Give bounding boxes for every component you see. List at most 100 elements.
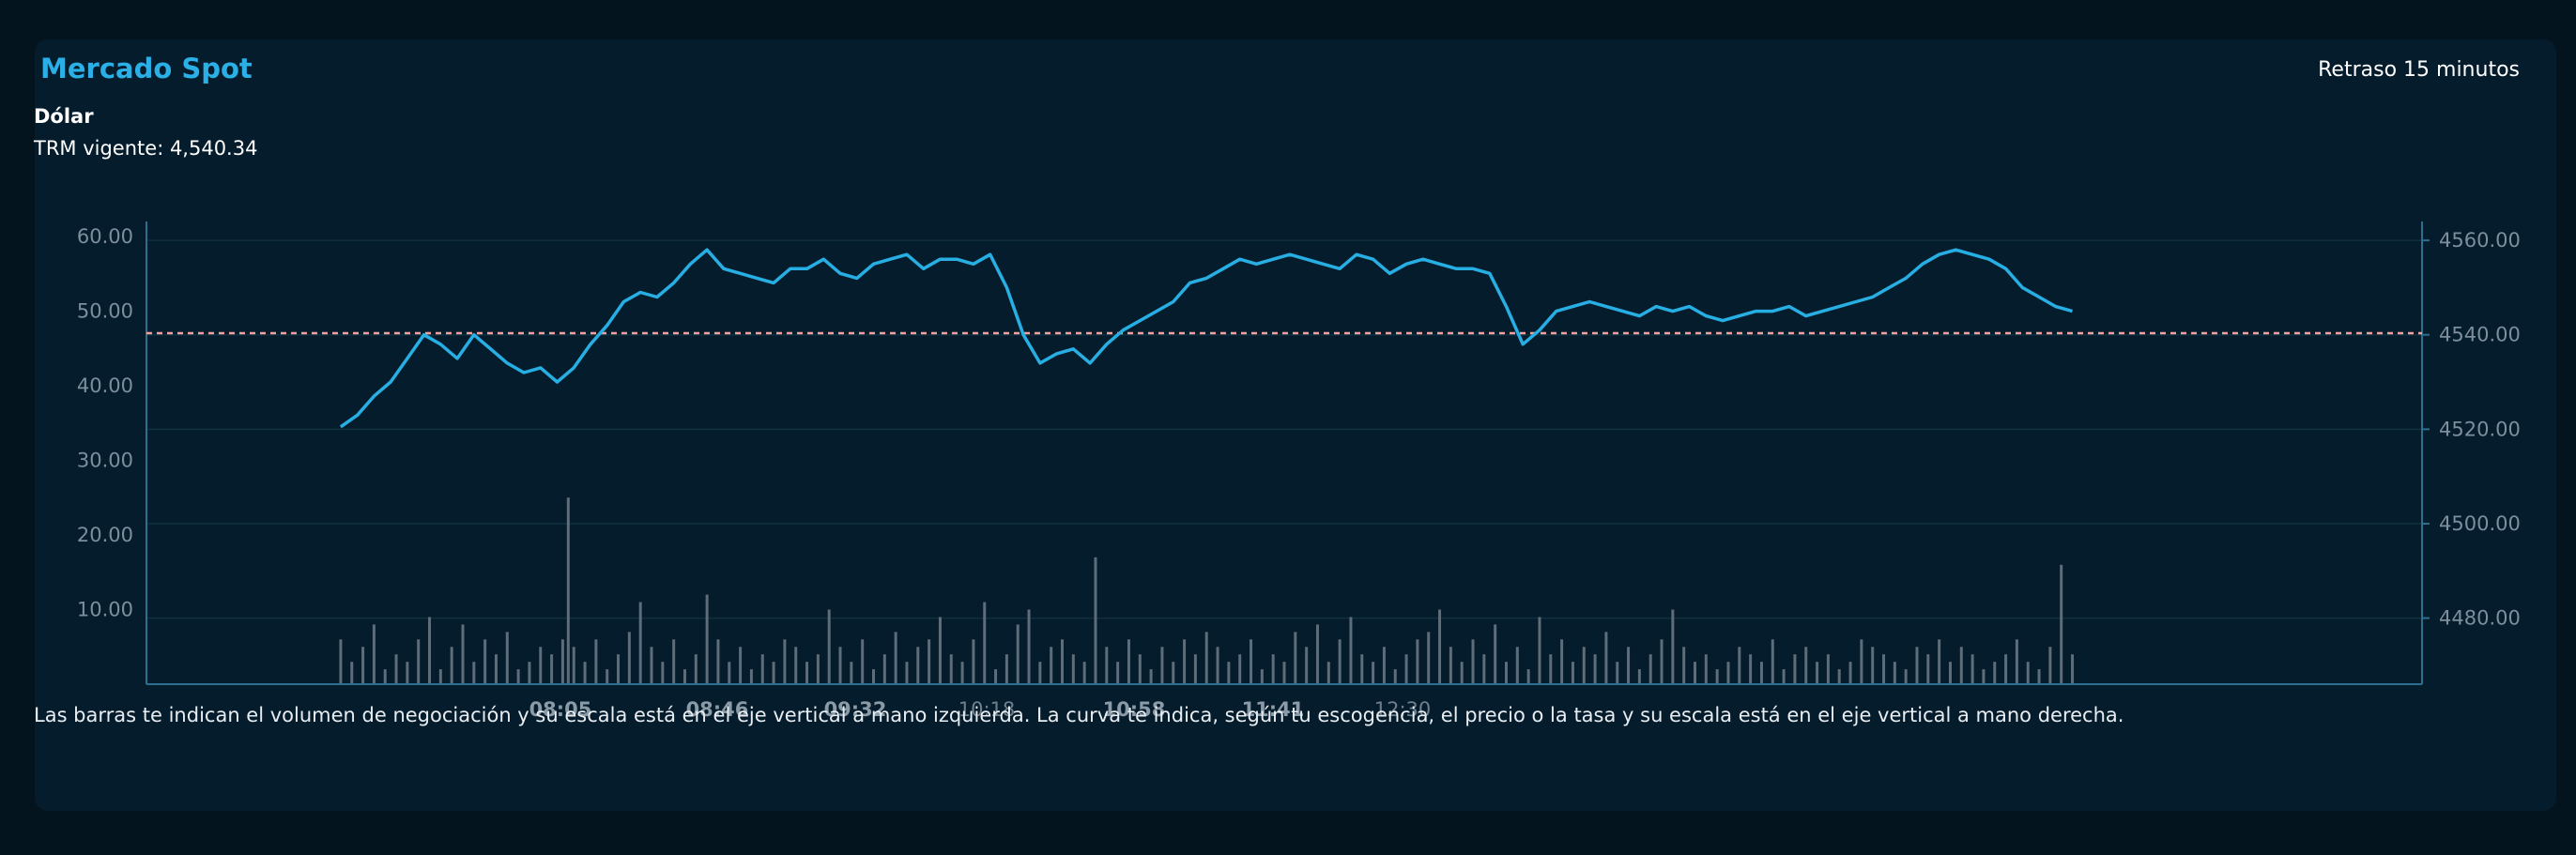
asset-label: Dólar [34,105,94,128]
volume-bar-127 [1738,647,1741,684]
volume-bar-47 [850,662,853,684]
volume-bar-98 [1416,639,1419,684]
volume-bar-141 [1893,662,1896,684]
volume-bar-62 [1016,624,1020,684]
volume-bar-83 [1250,639,1253,684]
volume-bar-78 [1193,654,1197,684]
volume-bar-71 [1116,662,1120,684]
volume-bar-88 [1305,647,1309,684]
volume-bar-18 [539,647,543,684]
volume-bar-15 [505,632,509,684]
volume-bar-102 [1460,662,1464,684]
volume-bar-12 [472,662,476,684]
volume-bar-94 [1372,662,1375,684]
volume-bar-136 [1837,669,1841,684]
volume-bar-72 [1127,639,1130,684]
volume-bar-74 [1149,669,1153,684]
volume-bar-67 [1071,654,1075,684]
volume-bar-97 [1404,654,1408,684]
volume-bar-109 [1538,617,1541,684]
volume-bar-108 [1526,669,1530,684]
x-tick-label-6: 12:30 [1374,698,1432,721]
volume-bar-30 [661,662,665,684]
volume-bar-105 [1494,624,1497,684]
volume-bar-124 [1704,654,1708,684]
volume-bar-139 [1871,647,1875,684]
volume-bar-156 [2060,564,2063,684]
volume-bar-46 [838,647,842,684]
volume-bar-14 [494,654,498,684]
volume-bar-91 [1338,639,1342,684]
volume-bar-142 [1904,669,1908,684]
volume-bar-59 [983,602,987,684]
volume-bar-66 [1061,639,1065,684]
volume-bar-155 [2048,647,2052,684]
volume-bar-143 [1915,647,1919,684]
chart-explanation: Las barras te indican el volumen de nego… [34,704,2124,726]
volume-bar-11 [461,624,465,684]
volume-bar-64 [1038,662,1042,684]
volume-bar-25 [606,669,609,684]
volume-bar-21 [566,497,570,684]
volume-bar-104 [1482,654,1486,684]
volume-bar-3 [372,624,376,684]
volume-bar-10 [450,647,453,684]
volume-bar-6 [406,662,409,684]
volume-bar-84 [1260,669,1264,684]
volume-bar-17 [528,662,531,684]
x-tick-label-3: 10:18 [958,698,1016,721]
left-tick-label-4: 50.00 [77,299,133,322]
volume-bar-99 [1427,632,1431,684]
volume-bar-37 [739,647,743,684]
volume-bar-117 [1627,647,1631,684]
volume-bar-8 [428,617,432,684]
volume-bar-80 [1216,647,1219,684]
volume-bar-150 [1993,662,1997,684]
volume-bar-122 [1682,647,1686,684]
volume-bar-48 [861,639,865,684]
volume-bar-120 [1660,639,1664,684]
volume-bar-49 [871,669,875,684]
volume-bar-149 [1982,669,1986,684]
volume-bar-121 [1671,609,1675,684]
volume-bar-144 [1926,654,1930,684]
volume-bar-95 [1382,647,1386,684]
volume-bar-55 [938,617,942,684]
volume-bar-57 [960,662,964,684]
volume-bar-132 [1793,654,1797,684]
volume-bar-34 [705,594,709,684]
x-tick-label-5: 11:41 [1242,698,1305,721]
volume-bar-36 [728,662,731,684]
volume-bar-0 [339,639,343,684]
volume-bar-96 [1393,669,1397,684]
volume-bar-75 [1160,647,1164,684]
volume-bar-41 [783,639,787,684]
left-tick-label-1: 20.00 [77,524,133,546]
volume-bar-19 [550,654,554,684]
volume-bar-43 [805,662,809,684]
trm-value: TRM vigente: 4,540.34 [34,137,258,160]
volume-bar-1 [350,662,354,684]
volume-bar-114 [1593,654,1597,684]
volume-bar-58 [972,639,975,684]
x-tick-label-1: 08:46 [686,698,749,721]
right-tick-label-3: 4540.00 [2439,324,2521,346]
right-tick-label-1: 4500.00 [2439,512,2521,535]
volume-bar-22 [572,647,575,684]
volume-bar-29 [650,647,653,684]
volume-bar-118 [1637,669,1641,684]
volume-bar-28 [638,602,642,684]
volume-bar-133 [1804,647,1808,684]
volume-bar-86 [1282,662,1286,684]
volume-bar-115 [1604,632,1608,684]
volume-bar-7 [417,639,421,684]
volume-bar-113 [1582,647,1586,684]
volume-bar-79 [1204,632,1208,684]
right-tick-label-4: 4560.00 [2439,229,2521,252]
volume-bar-152 [2015,639,2018,684]
volume-bar-119 [1648,654,1652,684]
volume-bar-60 [994,669,998,684]
volume-bar-129 [1759,662,1763,684]
left-tick-label-0: 10.00 [77,598,133,620]
